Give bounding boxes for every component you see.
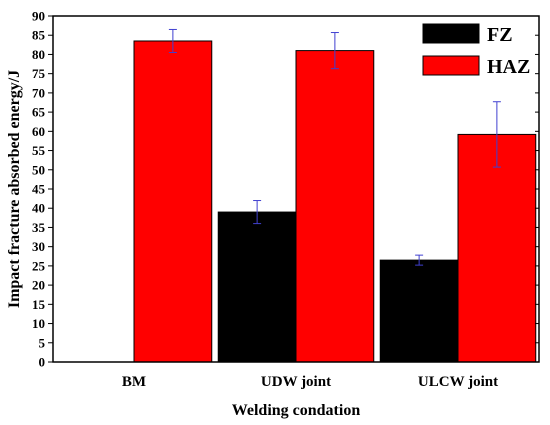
y-axis-ticks: 0 5 10 15 20 25 30 35 40 45 50 55 60 65 70 75 80 85 90 [32,9,539,370]
bar-fz [217,211,297,363]
y-tick-label: 25 [32,258,46,273]
y-tick-label: 75 [32,66,46,81]
legend-label-haz: HAZ [487,56,530,78]
x-category-label: BM [122,374,146,390]
error-bars-layer [168,28,501,266]
x-category-label: UDW joint [261,374,331,390]
y-tick-label: 10 [32,316,45,331]
y-tick-label: 60 [32,124,45,139]
bar-haz [457,133,537,363]
y-tick-label: 20 [32,278,45,293]
bars-layer [133,40,537,363]
y-tick-label: 55 [32,143,46,158]
x-axis-categories: BM UDW joint ULCW joint [122,357,498,390]
bar-fz [379,259,459,363]
y-tick-label: 65 [32,105,46,120]
y-tick-label: 15 [32,297,46,312]
y-tick-label: 90 [32,9,45,24]
y-tick-label: 80 [32,47,45,62]
y-tick-label: 45 [32,182,46,197]
y-tick-label: 5 [39,335,46,350]
y-tick-label: 50 [32,162,45,177]
y-tick-label: 85 [32,28,46,43]
y-axis-title: Impact fracture absorbed energy/J [6,70,23,308]
legend-swatch-haz [422,55,480,76]
legend-label-fz: FZ [487,24,513,46]
y-tick-label: 40 [32,201,45,216]
legend-swatch-fz [422,23,480,44]
y-tick-label: 0 [39,355,46,370]
y-tick-label: 35 [32,220,46,235]
y-tick-label: 30 [32,239,45,254]
x-axis-title: Welding condation [232,402,361,419]
legend: FZ HAZ [422,23,530,78]
bar-haz [133,40,213,363]
y-tick-label: 70 [32,85,45,100]
bar-haz [295,50,375,363]
x-category-label: ULCW joint [418,374,498,390]
